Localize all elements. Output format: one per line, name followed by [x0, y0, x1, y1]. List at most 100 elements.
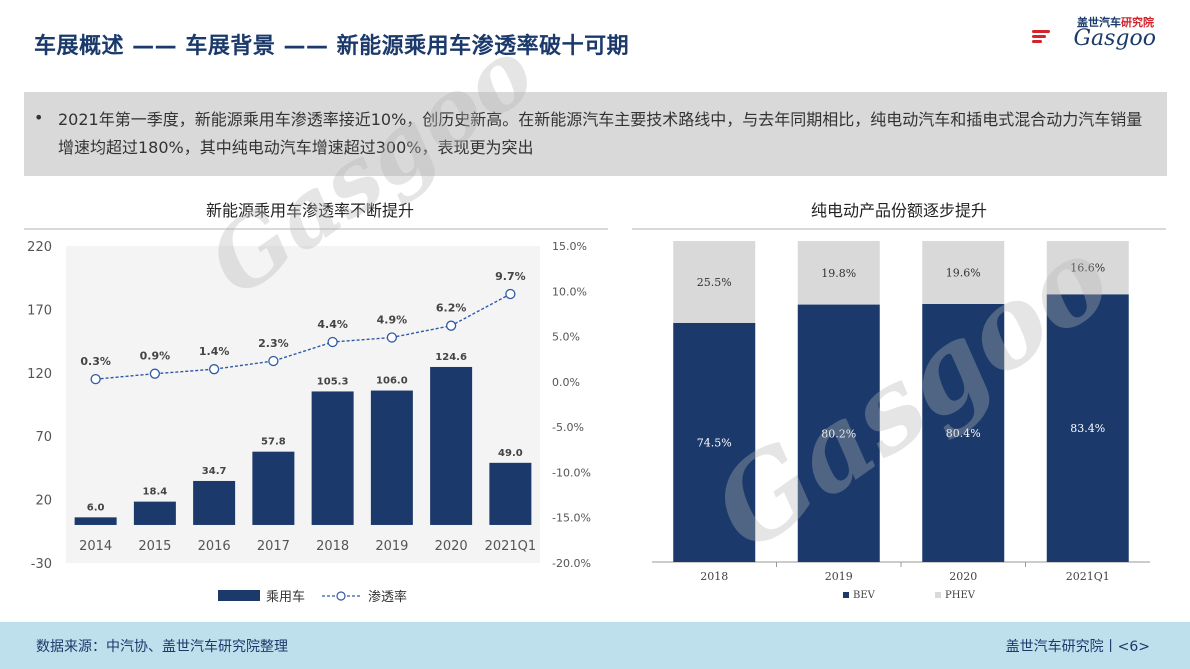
- penetration-label: 6.2%: [436, 302, 467, 315]
- x-axis-tick: 2019: [375, 539, 408, 554]
- x-axis-tick: 2015: [138, 539, 171, 554]
- penetration-label: 4.4%: [317, 318, 348, 331]
- penetration-point: [327, 336, 338, 348]
- page-title: 车展概述 —— 车展背景 —— 新能源乘用车渗透率破十可期: [34, 34, 630, 59]
- bev-label: 74.5%: [697, 436, 732, 449]
- right-axis-tick: -15.0%: [552, 512, 591, 525]
- penetration-line: [95, 293, 511, 380]
- phev-label: 25.5%: [697, 276, 732, 289]
- left-chart-title: 新能源乘用车渗透率不断提升: [205, 201, 414, 220]
- x-axis-tick: 2014: [79, 539, 112, 554]
- phev-segment: [673, 241, 756, 323]
- summary-box: • 2021年第一季度，新能源乘用车渗透率接近10%，创历史新高。在新能源汽车主…: [24, 92, 1167, 176]
- sales-bar-label: 124.6: [435, 352, 467, 363]
- phev-label: 19.6%: [946, 266, 981, 279]
- legend-phev-swatch: [935, 592, 941, 598]
- penetration-point: [208, 364, 220, 375]
- left-axis-tick: -30: [31, 557, 52, 572]
- left-axis-tick: 20: [35, 494, 52, 509]
- logo-en-text: Gasgoo: [1073, 26, 1156, 51]
- right-axis-tick: -20.0%: [552, 557, 591, 570]
- x-axis-tick: 2016: [198, 539, 231, 554]
- data-source-note: 数据来源：中汽协、盖世汽车研究院整理: [36, 639, 288, 655]
- sales-bar-label: 34.7: [202, 466, 227, 477]
- logo-cn-text: 盖世汽车研究院: [1077, 16, 1154, 29]
- penetration-label: 1.4%: [199, 345, 230, 358]
- sales-bar: [193, 480, 236, 525]
- legend-bar-swatch: [218, 590, 260, 601]
- x-axis-tick: 2019: [825, 570, 853, 583]
- phev-segment: [797, 241, 880, 305]
- sales-bar-label: 105.3: [317, 376, 349, 387]
- x-axis-tick: 2020: [949, 570, 977, 583]
- right-axis-tick: 5.0%: [552, 331, 580, 344]
- right-axis-tick: -10.0%: [552, 466, 591, 479]
- penetration-label: 0.3%: [80, 355, 111, 368]
- logo-stripes-icon: [1032, 30, 1054, 44]
- bev-share-stacked-chart: 74.5% 25.5% 2018 80.2% 19.8% 2019 80.4% 19.6% 20…: [652, 241, 1150, 601]
- right-axis-tick: -5.0%: [552, 421, 584, 434]
- right-axis-tick: 0.0%: [552, 376, 580, 389]
- left-axis-tick: 120: [27, 367, 52, 382]
- bev-segment: [797, 304, 880, 562]
- gasgoo-logo: 盖世汽车研究院 Gasgoo: [1026, 14, 1156, 51]
- right-axis-tick: 10.0%: [552, 285, 587, 298]
- penetration-label: 2.3%: [258, 337, 289, 350]
- phev-segment: [922, 241, 1005, 304]
- legend-bar-label: 乘用车: [266, 589, 305, 605]
- sales-bar-label: 18.4: [143, 487, 168, 498]
- bev-label: 83.4%: [1070, 422, 1105, 435]
- penetration-label: 0.9%: [140, 350, 171, 363]
- summary-text: 2021年第一季度，新能源乘用车渗透率接近10%，创历史新高。在新能源汽车主要技…: [58, 110, 1143, 157]
- sales-bar-label: 106.0: [376, 376, 408, 387]
- penetration-point: [149, 368, 161, 379]
- penetration-combo-chart: 220 170 120 70 20 -30 15.0% 10.0% 5.0% 0.0% -5.0% -…: [27, 240, 591, 605]
- legend-line-marker: [336, 591, 346, 601]
- x-axis-tick: 2018: [700, 570, 728, 583]
- sales-bar: [252, 451, 295, 525]
- footer-org-page: 盖世汽车研究院丨<6>: [1005, 639, 1150, 655]
- legend-line-label: 渗透率: [368, 589, 407, 605]
- sales-bar-label: 49.0: [498, 448, 523, 459]
- sales-bar: [430, 366, 473, 525]
- right-axis-tick: 15.0%: [552, 240, 587, 253]
- sales-bar: [74, 517, 117, 525]
- legend-bev-label: BEV: [853, 590, 876, 601]
- sales-bar: [489, 462, 532, 525]
- phev-label: 19.8%: [821, 267, 856, 280]
- penetration-point: [386, 332, 398, 343]
- left-axis-tick: 220: [27, 240, 52, 255]
- x-axis-tick: 2021Q1: [485, 539, 537, 554]
- legend-phev-label: PHEV: [945, 590, 976, 601]
- penetration-point: [505, 288, 516, 300]
- left-axis-tick: 170: [27, 303, 52, 318]
- penetration-label: 4.9%: [377, 313, 408, 326]
- left-axis-tick: 70: [35, 430, 52, 445]
- x-axis-tick: 2018: [316, 539, 349, 554]
- phev-label: 16.6%: [1070, 262, 1105, 275]
- penetration-point: [445, 320, 457, 331]
- bev-segment: [922, 303, 1005, 562]
- bev-label: 80.4%: [946, 427, 981, 440]
- sales-bar-label: 57.8: [261, 437, 286, 448]
- bullet-icon: •: [34, 108, 44, 127]
- phev-segment: [1046, 241, 1129, 295]
- legend-bev-swatch: [843, 592, 849, 598]
- x-axis-tick: 2021Q1: [1066, 570, 1110, 583]
- bev-label: 80.2%: [821, 427, 856, 440]
- sales-bar-label: 6.0: [87, 502, 105, 513]
- sales-bar: [311, 391, 354, 525]
- left-chart-divider: [24, 228, 608, 230]
- right-chart-divider: [632, 228, 1166, 230]
- penetration-label: 9.7%: [495, 270, 526, 283]
- x-axis-tick: 2017: [257, 539, 290, 554]
- bev-segment: [673, 322, 756, 562]
- penetration-point: [90, 373, 101, 385]
- sales-bar: [133, 501, 176, 525]
- right-chart-title: 纯电动产品份额逐步提升: [810, 201, 987, 220]
- bev-segment: [1046, 294, 1129, 562]
- footer-bar: 数据来源：中汽协、盖世汽车研究院整理 盖世汽车研究院丨<6>: [0, 622, 1190, 669]
- x-axis-tick: 2020: [435, 539, 468, 554]
- penetration-point: [268, 355, 279, 367]
- sales-bar: [370, 390, 413, 525]
